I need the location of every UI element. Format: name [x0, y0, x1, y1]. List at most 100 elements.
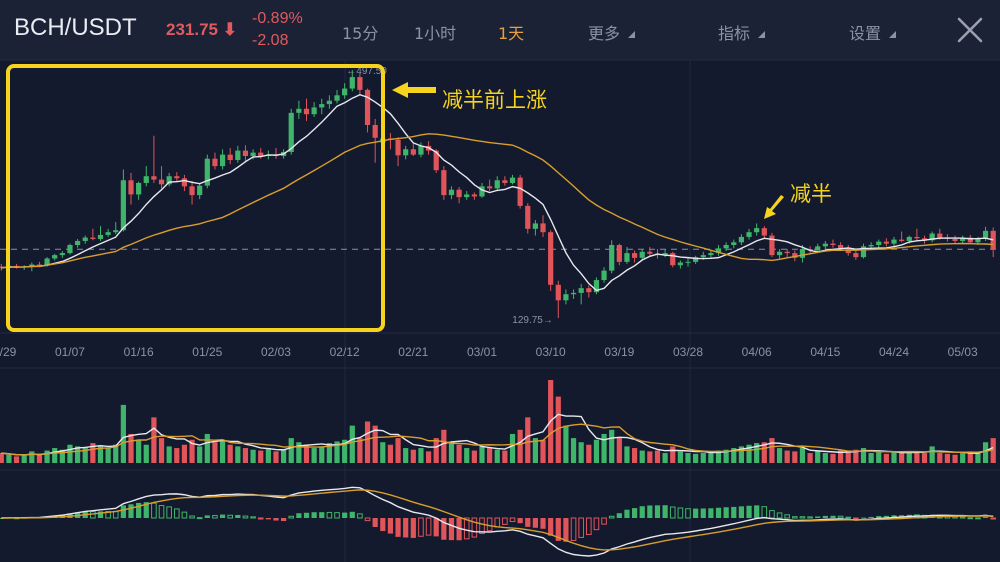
dropdown-triangle-icon — [628, 31, 636, 38]
volume-bar — [403, 448, 409, 463]
volume-bar — [792, 451, 798, 463]
volume-bar — [181, 444, 188, 463]
candle-body — [593, 280, 600, 293]
candle-body — [403, 149, 409, 156]
candle-body — [128, 180, 134, 195]
grid — [0, 59, 1000, 562]
candle-body — [59, 253, 65, 256]
more-menu[interactable]: 更多 — [588, 20, 636, 44]
candle-body — [456, 189, 462, 198]
x-tick-label: 02/03 — [261, 345, 291, 359]
candle-body — [876, 241, 882, 246]
volume-bar — [899, 453, 905, 463]
macd-histogram-bar — [372, 518, 378, 527]
volume-bar — [128, 433, 134, 463]
volume-bar — [822, 453, 828, 463]
candle-body — [517, 177, 523, 206]
volume-bar — [914, 451, 920, 463]
macd-histogram-bar — [433, 518, 439, 537]
macd-histogram-bar — [326, 511, 333, 519]
candle-body — [700, 255, 706, 258]
candle-body — [761, 228, 767, 236]
tab-1d[interactable]: 1天 — [498, 24, 525, 43]
candle-body — [784, 251, 790, 254]
macd-histogram-bar — [685, 508, 691, 519]
macd-histogram-bar — [959, 516, 966, 519]
candle-body — [433, 150, 439, 171]
macd-histogram-bar — [578, 517, 584, 538]
x-tick-label: 03/01 — [467, 345, 497, 359]
arrow-left-icon — [392, 82, 436, 98]
volume-bar — [448, 442, 455, 463]
volume-bar — [845, 451, 851, 463]
dropdown-triangle-icon — [758, 31, 766, 38]
macd-histogram-bar — [532, 518, 538, 528]
indicators-menu[interactable]: 指标 — [718, 20, 766, 44]
macd-histogram-bar — [502, 517, 508, 525]
volume-bar — [151, 417, 157, 463]
candle-body — [166, 176, 172, 185]
candle-body — [532, 223, 538, 229]
volume-bar — [326, 443, 332, 463]
last-price-value: 231.75 — [166, 20, 218, 39]
macd-histogram-bar — [151, 502, 157, 519]
candle-body — [418, 145, 424, 155]
volume-bar — [464, 448, 470, 463]
volume-bar — [334, 441, 340, 463]
candle-body — [487, 186, 493, 189]
candle-body — [715, 248, 722, 254]
volume-bar — [120, 404, 126, 463]
ma-fast-line — [1, 93, 994, 292]
macd-dif-line — [1, 486, 994, 557]
candle-body — [952, 238, 958, 241]
settings-menu[interactable]: 设置 — [849, 20, 897, 44]
volume-bar — [868, 453, 874, 463]
tab-1h[interactable]: 1小时 — [414, 24, 457, 43]
candle-body — [212, 158, 218, 167]
volume-bar — [44, 450, 50, 463]
macd-histogram-bar — [342, 512, 348, 518]
change-percent: -0.89% — [252, 10, 303, 27]
macd-histogram-bar — [891, 515, 897, 518]
candle-body — [75, 240, 81, 246]
volume-bar — [13, 456, 20, 463]
x-tick-label: 01/16 — [124, 345, 154, 359]
macd-histogram-bar — [441, 518, 447, 540]
candle-body — [754, 228, 760, 233]
macd-histogram-bar — [166, 506, 172, 519]
macd-histogram-bar — [830, 515, 836, 518]
macd-histogram-bar — [570, 517, 577, 542]
volume-bar — [265, 448, 271, 463]
candle-body — [227, 154, 233, 161]
settings-label: 设置 — [849, 24, 882, 43]
volume-bar — [838, 450, 844, 463]
x-tick-label: 02/12 — [330, 345, 360, 359]
volume-bar — [815, 451, 821, 463]
volume-bar — [639, 450, 645, 463]
volume-pane — [0, 380, 996, 463]
candle-body — [235, 150, 241, 161]
macd-histogram-bar — [593, 517, 600, 531]
volume-bar — [395, 438, 401, 463]
arrow-down-left-icon — [764, 195, 784, 219]
candle-body — [36, 264, 43, 266]
volume-bar — [746, 444, 752, 463]
volume-bar — [418, 448, 424, 463]
high-label: ←497.50 — [346, 66, 387, 77]
volume-bar — [670, 446, 676, 463]
tab-15m[interactable]: 15分 — [342, 24, 379, 43]
candle-body — [891, 239, 897, 244]
volume-bar — [776, 448, 783, 463]
candle-body — [677, 262, 683, 266]
macd-histogram-bar — [380, 518, 386, 532]
volume-bar — [166, 446, 172, 463]
close-icon[interactable] — [956, 16, 984, 44]
trading-pair: BCH/USDT — [14, 14, 137, 41]
x-tick-label: 03/19 — [604, 345, 634, 359]
macd-histogram-bar — [784, 514, 790, 519]
volume-bar — [982, 442, 989, 463]
macd-histogram-bar — [807, 516, 813, 519]
volume-bar — [174, 448, 180, 463]
macd-histogram-bar — [227, 514, 233, 519]
